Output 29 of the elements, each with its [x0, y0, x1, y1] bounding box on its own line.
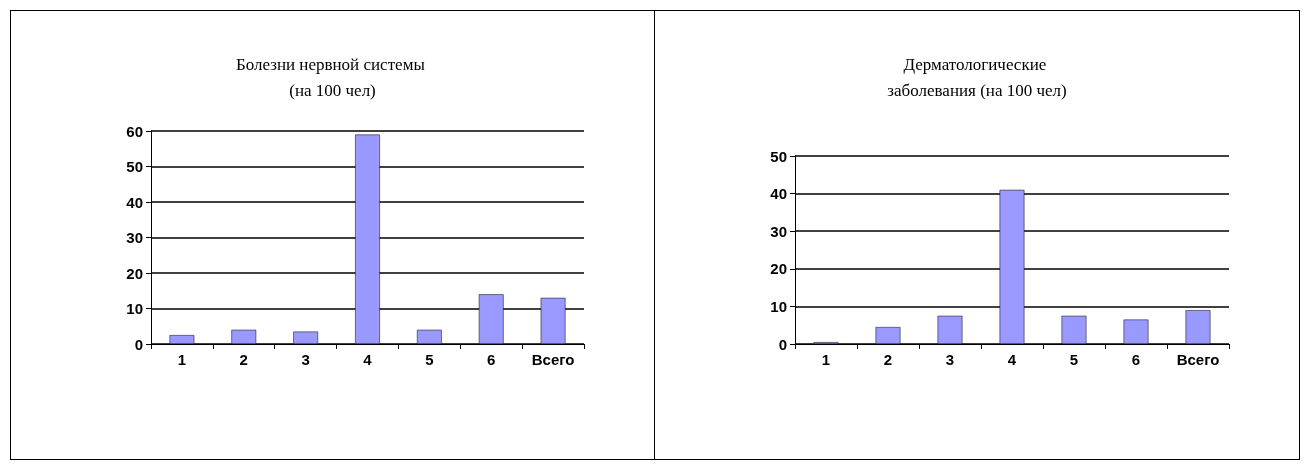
y-tick-label: 20	[770, 260, 787, 278]
y-tick-label: 0	[134, 335, 143, 353]
x-tick-label: 4	[1007, 351, 1017, 368]
x-tick-label: 2	[883, 351, 893, 368]
x-tick-label: 1	[177, 351, 187, 368]
y-tick-label: 60	[126, 122, 143, 140]
y-tick-label: 10	[126, 300, 143, 317]
chart-title: Болезни нервной системы (на 100 чел)	[235, 54, 430, 100]
x-tick-label: 6	[1131, 351, 1141, 368]
y-tick-label: 30	[126, 229, 143, 246]
y-tick-label: 40	[126, 193, 143, 211]
x-tick-label: 6	[487, 351, 496, 368]
x-tick-label: 1	[821, 351, 831, 368]
chart-title: Дерматологические заболевания (на 100 чел)	[887, 54, 1067, 100]
x-tick-label: 5	[1069, 351, 1079, 368]
x-tick-label: 4	[363, 351, 373, 368]
x-tick-label: 2	[239, 351, 248, 368]
y-tick-label: 20	[126, 264, 143, 282]
y-tick-label: 30	[770, 222, 787, 240]
y-tick-label: 0	[778, 335, 787, 353]
x-tick-label: 3	[945, 351, 955, 368]
x-tick-label: 3	[301, 351, 310, 368]
x-tick-label: Всего	[1176, 351, 1220, 368]
y-tick-label: 40	[770, 185, 787, 203]
x-tick-label: 5	[425, 351, 434, 368]
y-tick-label: 50	[770, 147, 787, 165]
x-tick-label: Всего	[531, 351, 575, 368]
y-tick-label: 10	[770, 297, 787, 315]
y-tick-label: 50	[126, 158, 143, 175]
